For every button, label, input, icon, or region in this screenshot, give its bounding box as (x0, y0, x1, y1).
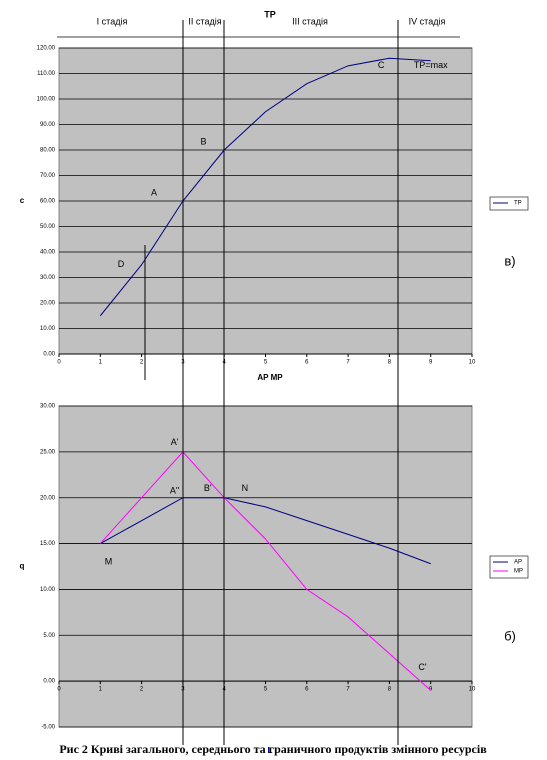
annotation: B' (204, 483, 212, 493)
y-tick-label: 25.00 (40, 449, 56, 455)
y-tick-label: 15.00 (40, 541, 56, 547)
x-tick-label: 9 (429, 687, 433, 693)
annotation: A (151, 188, 157, 198)
annotation: D (118, 259, 125, 269)
caption: Рис 2 Криві загального, середнього та гр… (59, 742, 487, 756)
y-tick-label: 40.00 (40, 250, 56, 256)
x-tick-label: 10 (469, 360, 476, 366)
y-tick-label: 60.00 (40, 199, 56, 205)
series-line (100, 497, 431, 565)
x-tick-label: 7 (346, 360, 350, 366)
series-line (99, 57, 431, 317)
y-tick-label: 30.00 (40, 404, 56, 410)
x-tick-label: 0 (57, 360, 61, 366)
stage-label: I стадія (97, 16, 128, 26)
x-tick-label: 9 (429, 360, 433, 366)
legend-label: TP (514, 201, 522, 207)
y-tick-label: 20.00 (40, 495, 56, 501)
legend-box (489, 555, 529, 579)
y-tick-label: 80.00 (40, 148, 56, 154)
y-tick-label: 120.00 (37, 46, 56, 52)
x-tick-label: 6 (305, 687, 309, 693)
x-tick-label: 7 (346, 687, 350, 693)
plot-area (58, 405, 473, 728)
y-tick-label: 110.00 (37, 71, 56, 77)
panel-label: б) (504, 628, 516, 643)
series-line (99, 451, 432, 691)
x-tick-label: 10 (469, 687, 476, 693)
stage-label: IV стадія (409, 16, 446, 26)
panel-label: в) (504, 253, 515, 268)
x-tick-label: 1 (99, 360, 103, 366)
x-tick-label: 4 (223, 687, 227, 693)
y-tick-label: 10.00 (40, 587, 56, 593)
y-axis-label: q (20, 562, 25, 571)
x-tick-label: 8 (388, 360, 392, 366)
x-axis-label: AP MP (257, 373, 283, 382)
x-tick-label: 2 (140, 687, 144, 693)
x-tick-label: 0 (57, 687, 61, 693)
y-tick-label: 50.00 (40, 224, 56, 230)
legend-box (489, 196, 529, 211)
annotation: C' (418, 662, 426, 672)
annotation: B (201, 137, 207, 147)
y-tick-label: 10.00 (40, 326, 56, 332)
x-tick-label: 2 (140, 360, 144, 366)
x-axis-label: L (268, 746, 273, 755)
y-tick-label: 5.00 (43, 633, 55, 639)
annotation: M (105, 556, 113, 566)
x-tick-label: 8 (388, 687, 392, 693)
y-tick-label: 30.00 (40, 275, 56, 281)
chart-title: TP (264, 9, 276, 19)
annotation: A' (171, 437, 179, 447)
x-tick-label: 4 (223, 360, 227, 366)
x-tick-label: 1 (99, 687, 103, 693)
y-tick-label: 90.00 (40, 122, 56, 128)
plots: 0.0010.0020.0030.0040.0050.0060.0070.008… (20, 9, 529, 755)
legend-label: AP (514, 560, 522, 566)
x-tick-label: 5 (264, 360, 268, 366)
y-tick-label: 0.00 (43, 352, 55, 358)
x-tick-label: 6 (305, 360, 309, 366)
y-tick-label: -5.00 (41, 725, 55, 731)
annotation: C (378, 60, 385, 70)
legend-label: MP (514, 569, 523, 575)
annotation: TP=max (414, 60, 448, 70)
y-tick-label: 20.00 (40, 301, 56, 307)
y-tick-label: 100.00 (37, 97, 56, 103)
y-tick-label: 70.00 (40, 173, 56, 179)
x-tick-label: 5 (264, 687, 268, 693)
y-axis-label: c (20, 196, 25, 205)
stage-label: III стадія (292, 16, 328, 26)
annotation: N (242, 483, 249, 493)
y-tick-label: 0.00 (43, 679, 55, 685)
annotation: A'' (170, 486, 180, 496)
stage-label: II стадія (188, 16, 221, 26)
